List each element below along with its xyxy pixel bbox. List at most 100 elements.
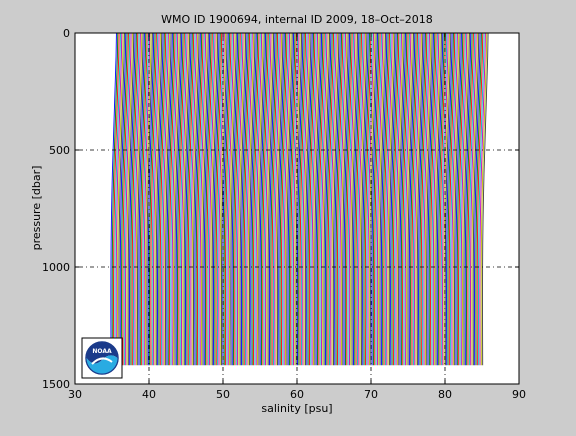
profile-line (411, 32, 418, 366)
profile-line (326, 32, 333, 366)
profile-line (214, 32, 221, 366)
profile-line (350, 32, 357, 366)
profile-line (364, 32, 372, 366)
profile-line (240, 32, 248, 366)
profile-line (283, 32, 291, 366)
profile-line (295, 32, 303, 366)
profile-line (282, 32, 289, 366)
profile-line (406, 32, 413, 366)
profile-line (290, 32, 297, 366)
profile-line (331, 32, 338, 366)
profile-line (255, 32, 263, 366)
profile-line (169, 32, 176, 366)
grid-lines (75, 33, 519, 384)
profile-line (177, 32, 184, 366)
profile-line (455, 32, 462, 366)
profile-line (416, 32, 424, 366)
profile-line (194, 32, 201, 366)
profile-line (354, 32, 361, 366)
x-axis-label: salinity [psu] (261, 402, 332, 415)
profile-line (424, 32, 432, 366)
profile-line (251, 32, 259, 366)
x-tick-label: 50 (216, 388, 230, 401)
profile-line (288, 32, 296, 366)
profile-line (139, 32, 147, 366)
profile-line (459, 32, 466, 366)
profile-line (371, 32, 378, 366)
profile-line (415, 32, 422, 366)
profile-line (452, 32, 460, 366)
profile-line (304, 32, 312, 366)
profile-line (271, 32, 279, 366)
profile-line (242, 32, 249, 366)
profile-line (307, 32, 315, 366)
profile-line (310, 32, 317, 366)
profile-line (299, 32, 307, 366)
profile-line (403, 32, 410, 366)
profile-line (314, 32, 321, 366)
profile-line (472, 32, 480, 366)
profile-line (212, 32, 220, 366)
profile-line (292, 32, 300, 366)
profile-line (167, 32, 175, 366)
profile-line (478, 32, 485, 366)
profile-line (174, 32, 181, 366)
profile-line (260, 32, 268, 366)
profile-line (210, 32, 217, 366)
profile-line (142, 32, 149, 366)
profile-line (145, 32, 152, 366)
profile-line (447, 32, 454, 366)
profile-line (158, 32, 165, 366)
profile-line (134, 32, 141, 366)
profile-line (399, 32, 406, 366)
profile-line (392, 32, 400, 366)
profile-line (347, 32, 354, 366)
profile-line (420, 32, 428, 366)
profile-line (224, 32, 232, 366)
profile-line (270, 32, 277, 366)
profile-line (439, 32, 446, 366)
profile-line (315, 32, 323, 366)
profile-line (129, 32, 136, 366)
profile-line (298, 32, 305, 366)
profile-line (388, 32, 396, 366)
profile-line (181, 32, 188, 366)
profile-line (408, 32, 416, 366)
profile-line (418, 32, 425, 366)
profile-line (438, 32, 445, 366)
profile-line (330, 32, 337, 366)
profile-line (230, 32, 237, 366)
profile-line (133, 32, 140, 366)
profile-line (267, 32, 275, 366)
profile-line (147, 32, 155, 366)
profile-line (122, 32, 129, 366)
profile-line (113, 32, 120, 366)
profile-line (201, 32, 208, 366)
profile-line (428, 32, 436, 366)
profile-line (386, 32, 393, 366)
profile-line (407, 32, 414, 366)
profile-line (296, 32, 304, 366)
profile-line (414, 32, 421, 366)
profile-line (216, 32, 224, 366)
profile-line (311, 32, 319, 366)
profile-line (149, 32, 156, 366)
profile-line (462, 32, 469, 366)
profile-line (263, 32, 271, 366)
profile-line (372, 32, 380, 366)
profile-line (440, 32, 448, 366)
profile-line (432, 32, 440, 366)
profile-line (173, 32, 180, 366)
profile-line (118, 32, 125, 366)
profile-line (400, 32, 408, 366)
profile-line (338, 32, 345, 366)
profile-line (448, 32, 456, 366)
profile-line (279, 32, 287, 366)
profile-line (205, 32, 212, 366)
profile-line (324, 32, 332, 366)
profile-line (480, 32, 488, 366)
profile-line (127, 32, 135, 366)
profile-line (359, 32, 366, 366)
profile-line (211, 32, 219, 366)
profile-line (376, 32, 384, 366)
